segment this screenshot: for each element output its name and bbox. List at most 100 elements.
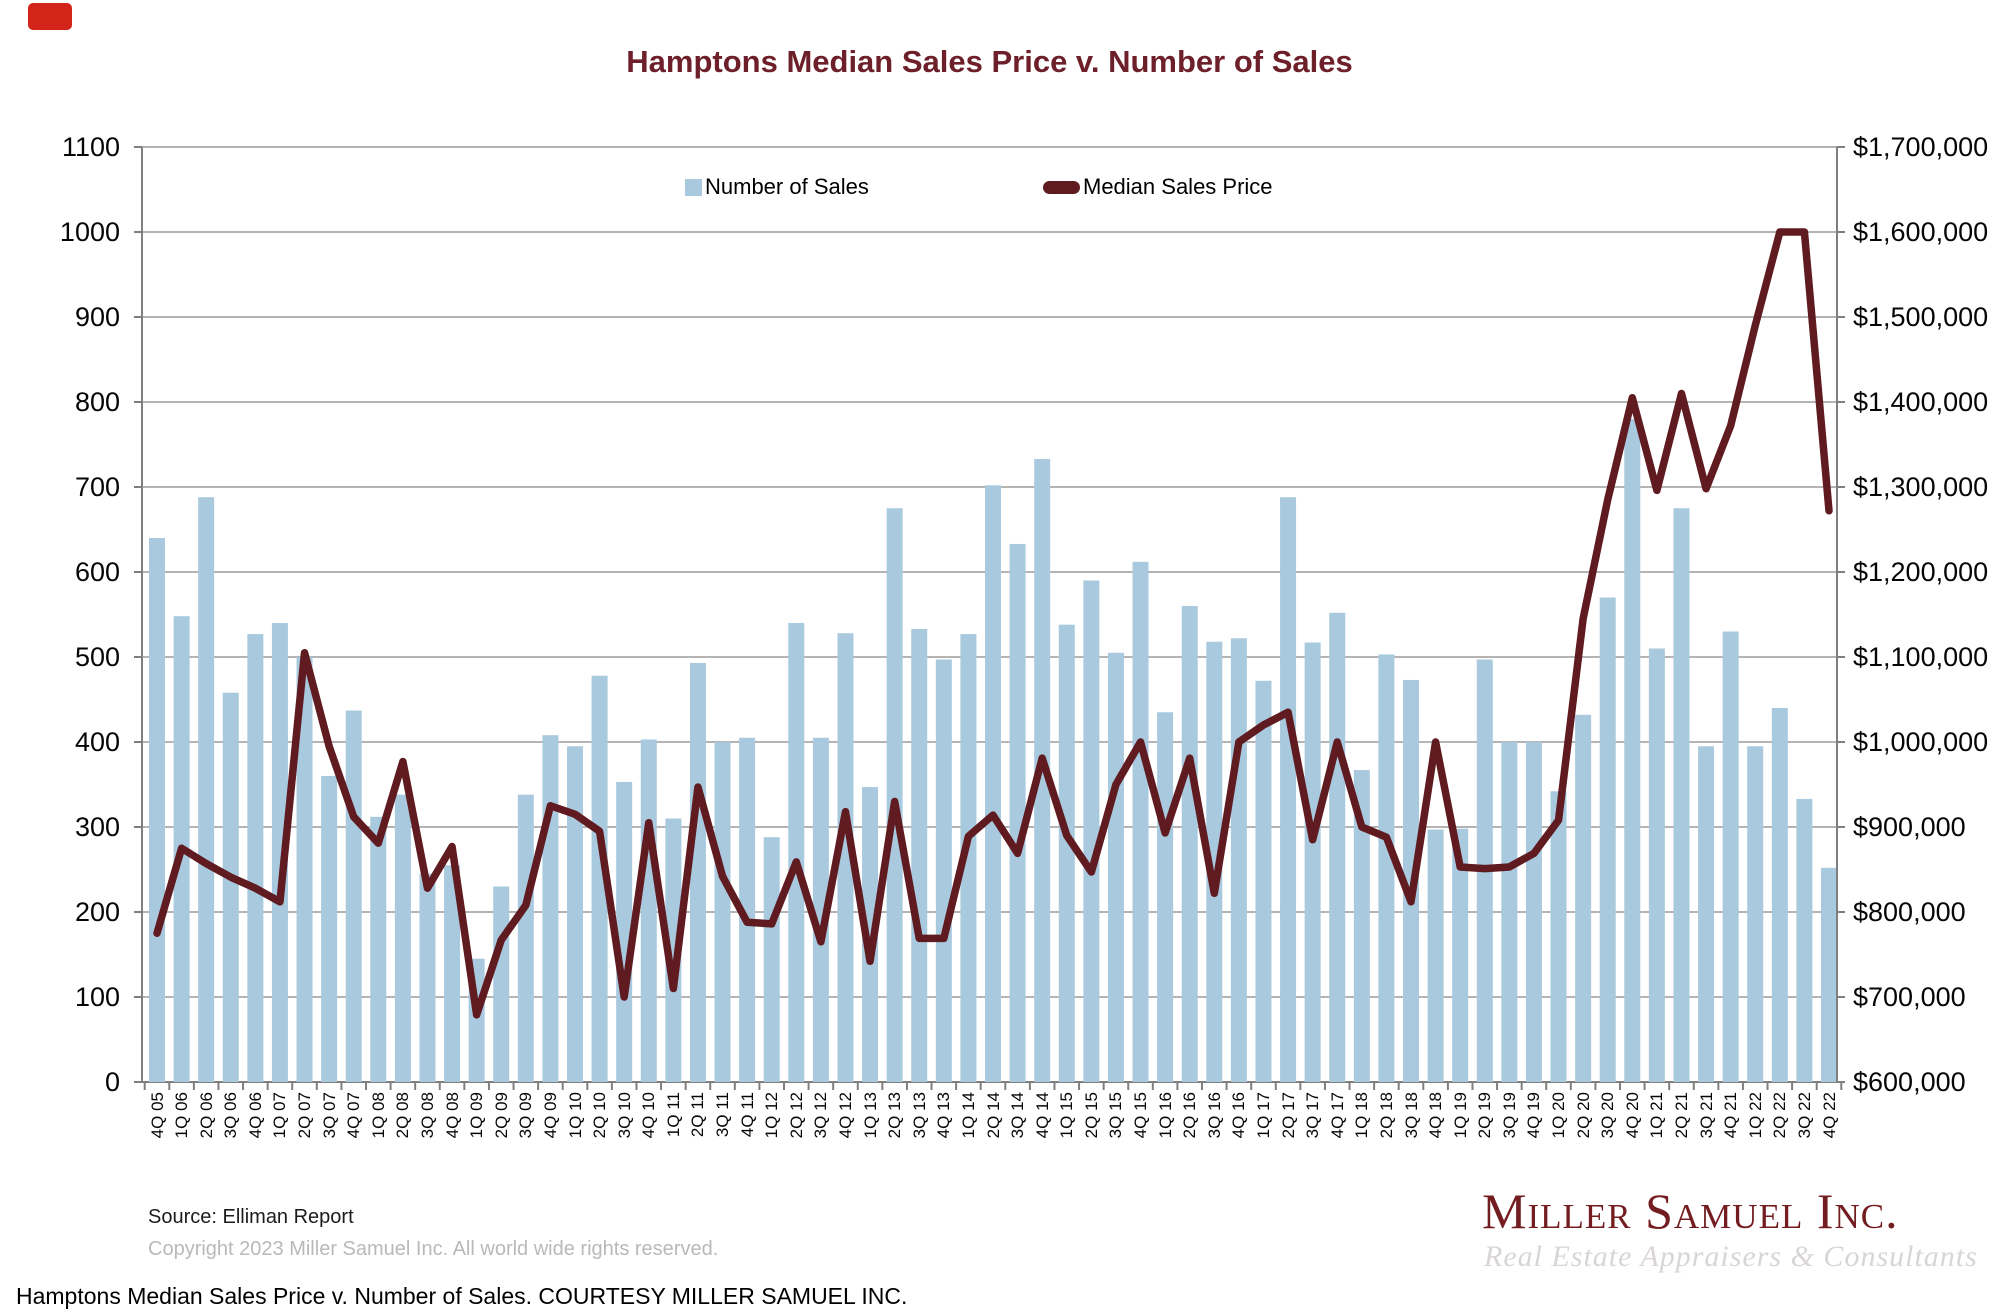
x-axis-tick-label: 4Q 06 <box>245 1092 265 1139</box>
x-axis-tick-label: 1Q 22 <box>1745 1092 1765 1139</box>
x-axis-tick-label: 4Q 10 <box>639 1092 659 1139</box>
x-axis-tick-label: 3Q 16 <box>1204 1092 1224 1139</box>
x-axis-tick-label: 1Q 06 <box>172 1092 192 1139</box>
right-axis-tick-label: $900,000 <box>1853 812 1966 842</box>
x-axis-tick-label: 2Q 11 <box>688 1092 708 1138</box>
x-axis-tick-label: 4Q 09 <box>540 1092 560 1139</box>
bar-4Q 19 <box>1525 742 1542 1082</box>
left-axis-tick-label: 600 <box>74 557 120 587</box>
x-axis-tick-label: 3Q 06 <box>221 1092 241 1139</box>
bar-2Q 14 <box>985 485 1001 1082</box>
x-axis-tick-label: 3Q 12 <box>811 1092 831 1139</box>
copyright-note: Copyright 2023 Miller Samuel Inc. All wo… <box>148 1238 719 1260</box>
x-axis-tick-label: 1Q 14 <box>958 1092 978 1139</box>
right-axis-tick-label: $1,500,000 <box>1853 302 1989 332</box>
left-axis-tick-label: 500 <box>74 642 120 672</box>
x-axis-tick-label: 4Q 19 <box>1524 1092 1544 1139</box>
bar-3Q 10 <box>616 781 633 1082</box>
left-axis-tick-label: 1100 <box>61 132 120 162</box>
bar-1Q 21 <box>1648 648 1665 1082</box>
right-axis-tick-label: $700,000 <box>1853 982 1966 1012</box>
median-price-line <box>153 228 1833 1019</box>
x-axis-tick-label: 3Q 14 <box>1008 1092 1028 1139</box>
x-axis-tick-label: 1Q 19 <box>1450 1092 1470 1139</box>
bar-1Q 18 <box>1353 770 1370 1082</box>
legend-item-number-of-sales: Number of Sales <box>685 174 869 200</box>
line-swatch-icon <box>1043 180 1080 194</box>
bar-2Q 07 <box>296 657 313 1082</box>
bar-1Q 11 <box>665 818 682 1082</box>
brand-tagline: Real Estate Appraisers & Consultants <box>1484 1240 1978 1273</box>
x-axis-tick-label: 2Q 06 <box>196 1092 216 1139</box>
bar-1Q 10 <box>567 746 583 1082</box>
bar-1Q 19 <box>1452 828 1469 1082</box>
bar-2Q 12 <box>788 623 805 1082</box>
bar-4Q 21 <box>1722 631 1739 1082</box>
x-axis-tick-label: 4Q 11 <box>737 1092 757 1138</box>
x-axis-tick-label: 1Q 11 <box>663 1092 683 1138</box>
bar-3Q 20 <box>1599 597 1616 1082</box>
x-axis-tick-label: 4Q 16 <box>1229 1092 1249 1139</box>
bar-2Q 21 <box>1673 508 1690 1082</box>
x-axis-tick-label: 4Q 22 <box>1819 1092 1839 1139</box>
left-axis-tick-label: 0 <box>104 1067 120 1097</box>
bar-3Q 14 <box>1009 543 1026 1082</box>
bar-4Q 22 <box>1821 867 1837 1082</box>
x-axis-tick-label: 2Q 20 <box>1573 1092 1593 1139</box>
bar-4Q 17 <box>1329 612 1346 1082</box>
right-axis-tick-label: $600,000 <box>1853 1067 1966 1097</box>
x-axis-tick-label: 4Q 12 <box>835 1092 855 1139</box>
x-axis-tick-label: 3Q 08 <box>417 1092 437 1139</box>
left-axis-tick-label: 800 <box>74 387 120 417</box>
bar-3Q 07 <box>321 776 338 1082</box>
x-axis-tick-label: 2Q 17 <box>1278 1092 1298 1139</box>
x-axis-tick-label: 2Q 21 <box>1671 1092 1691 1139</box>
x-axis-tick-label: 1Q 15 <box>1057 1092 1077 1139</box>
bar-1Q 08 <box>370 816 387 1082</box>
x-axis-tick-label: 4Q 08 <box>442 1092 462 1139</box>
x-axis-tick-label: 1Q 16 <box>1155 1092 1175 1139</box>
bar-4Q 15 <box>1132 561 1149 1082</box>
bar-swatch-icon <box>685 178 702 196</box>
right-axis-tick-label: $1,000,000 <box>1853 727 1989 757</box>
x-axis-tick-label: 2Q 15 <box>1081 1092 1101 1139</box>
bar-3Q 19 <box>1501 742 1518 1082</box>
x-axis-tick-label: 4Q 20 <box>1622 1092 1642 1139</box>
x-axis-tick-label: 3Q 18 <box>1401 1092 1421 1139</box>
bar-2Q 13 <box>886 508 903 1082</box>
bar-2Q 06 <box>198 497 215 1082</box>
legend-label: Median Sales Price <box>1083 174 1273 199</box>
x-axis-tick-label: 2Q 07 <box>295 1092 315 1139</box>
bar-3Q 06 <box>222 692 239 1082</box>
right-axis-tick-label: $800,000 <box>1853 897 1966 927</box>
x-axis-tick-label: 1Q 07 <box>270 1092 290 1139</box>
bar-4Q 08 <box>444 865 461 1082</box>
bar-2Q 08 <box>394 794 411 1082</box>
bar-2Q 22 <box>1771 708 1788 1082</box>
bar-4Q 12 <box>837 633 854 1082</box>
legend-item-median-sales-price: Median Sales Price <box>1043 174 1273 200</box>
bar-2Q 11 <box>689 662 706 1082</box>
bar-4Q 06 <box>247 634 264 1082</box>
x-axis-tick-label: 1Q 12 <box>762 1092 782 1139</box>
bar-3Q 13 <box>911 628 928 1082</box>
x-axis-tick-label: 2Q 10 <box>590 1092 610 1139</box>
right-axis-tick-label: $1,700,000 <box>1853 132 1989 162</box>
x-axis-tick-label: 1Q 17 <box>1253 1092 1273 1139</box>
x-axis-tick-label: 4Q 14 <box>1032 1092 1052 1139</box>
bar-4Q 20 <box>1624 419 1641 1082</box>
bar-3Q 09 <box>517 794 534 1082</box>
x-axis-tick-label: 4Q 07 <box>344 1092 364 1139</box>
bar-3Q 08 <box>419 873 436 1082</box>
bar-3Q 17 <box>1304 642 1321 1082</box>
bar-2Q 10 <box>591 675 608 1082</box>
x-axis-tick-label: 3Q 10 <box>614 1092 634 1139</box>
bar-3Q 16 <box>1206 641 1223 1082</box>
left-axis-tick-label: 700 <box>74 472 120 502</box>
right-axis-tick-label: $1,300,000 <box>1853 472 1989 502</box>
right-axis-tick-label: $1,600,000 <box>1853 217 1989 247</box>
left-axis-tick-label: 1000 <box>59 217 120 247</box>
left-axis-tick-label: 200 <box>74 897 120 927</box>
left-axis-tick-label: 300 <box>74 812 120 842</box>
